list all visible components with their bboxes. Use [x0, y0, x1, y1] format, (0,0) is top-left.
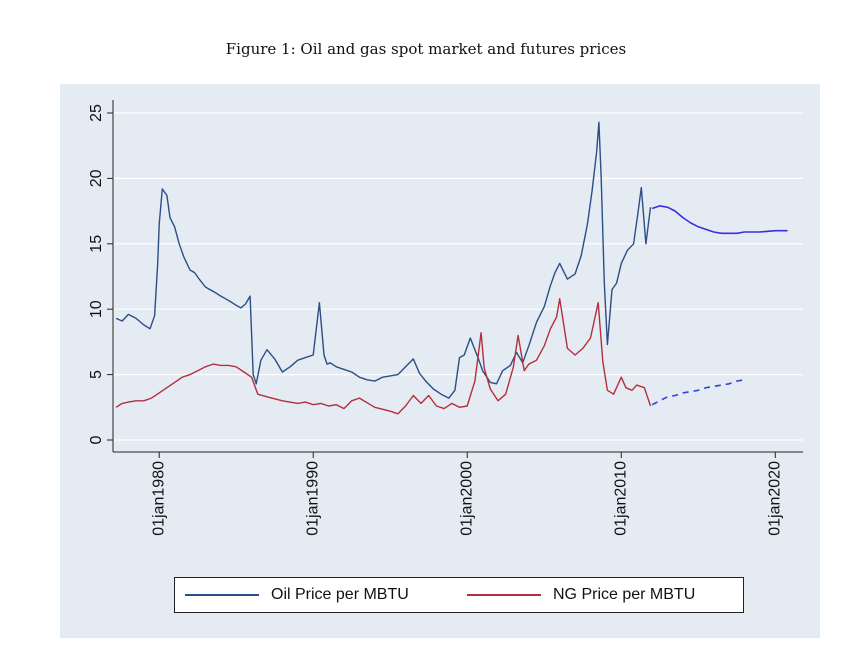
x-tick-label-1980: 01jan1980	[150, 461, 167, 536]
legend-label-ng: NG Price per MBTU	[553, 586, 696, 603]
legend-label-oil: Oil Price per MBTU	[271, 586, 409, 603]
grid-lines	[113, 112, 803, 441]
x-tick-label-2010: 01jan2010	[612, 461, 629, 536]
figure-caption: Figure 1: Oil and gas spot market and fu…	[225, 40, 627, 58]
plot-area	[113, 100, 803, 452]
legend-item-ng: NG Price per MBTU	[467, 586, 695, 604]
series-line-oil-price-per-mbtu	[115, 121, 652, 399]
series-lines	[115, 121, 788, 415]
legend-swatch-ng	[467, 594, 541, 596]
tick-labels: 0 5 10 15 20 25 01jan1980 01jan1990 01jan2000 01j…	[88, 104, 783, 536]
legend-item-oil: Oil Price per MBTU	[185, 586, 409, 604]
y-tick-label-15: 15	[88, 235, 105, 253]
series-line-ng-futures	[651, 379, 745, 406]
chart-legend: Oil Price per MBTU NG Price per MBTU	[174, 577, 744, 613]
x-tick-label-2020: 01jan2020	[766, 461, 783, 536]
x-tick-label-1990: 01jan1990	[304, 461, 321, 536]
legend-swatch-oil	[185, 594, 259, 596]
y-tick-label-20: 20	[88, 169, 105, 187]
y-tick-label-0: 0	[88, 435, 105, 444]
y-tick-label-25: 25	[88, 104, 105, 122]
series-line-ng-price-per-mbtu	[115, 298, 652, 415]
series-line-oil-futures	[651, 205, 788, 235]
x-tick-label-2000: 01jan2000	[458, 461, 475, 536]
y-tick-label-5: 5	[88, 370, 105, 379]
y-tick-label-10: 10	[88, 300, 105, 318]
axes	[107, 100, 803, 458]
